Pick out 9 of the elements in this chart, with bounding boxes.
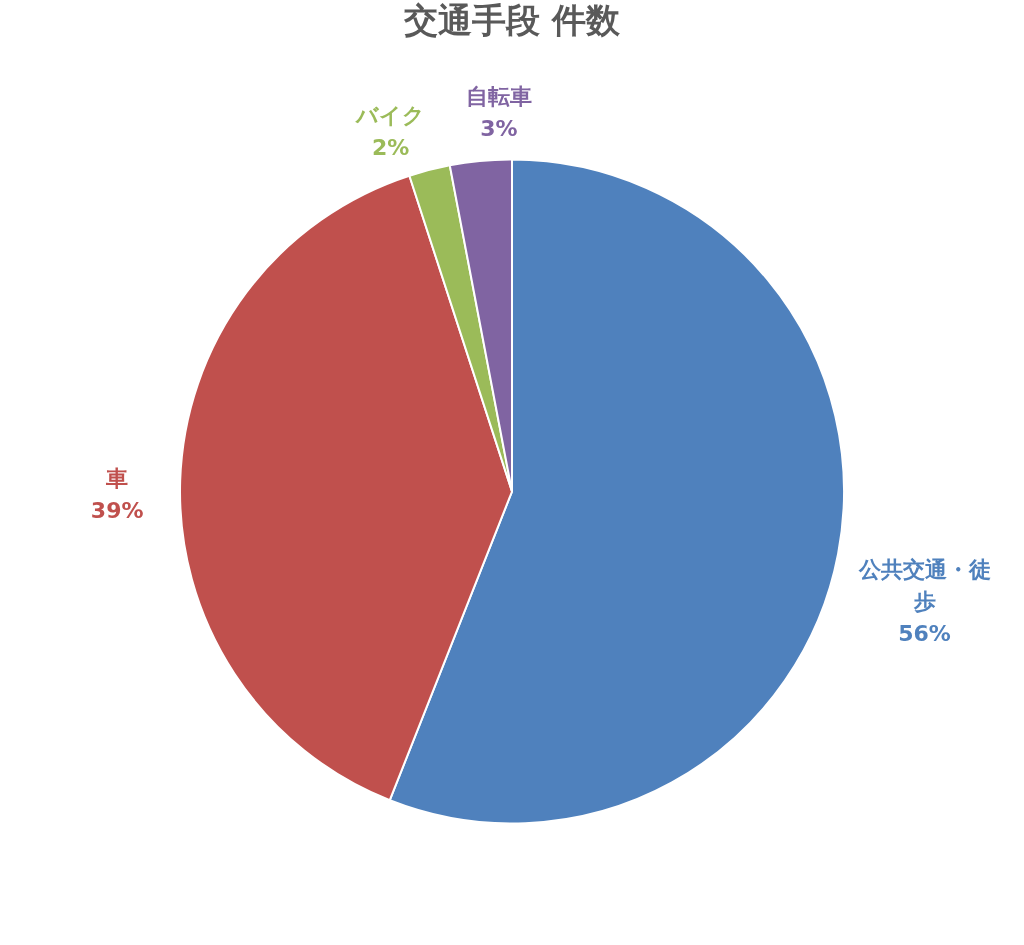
slice-label: 公共交通・徒歩: [857, 557, 991, 615]
chart-title: 交通手段 件数: [403, 0, 621, 40]
data-label: 39%: [90, 498, 144, 524]
slice-label: バイク: [354, 102, 426, 128]
data-label: 3%: [480, 115, 518, 141]
data-label: 56%: [898, 621, 951, 647]
data-label: 2%: [371, 134, 410, 160]
slice-label: 車: [105, 466, 129, 492]
slice-label: 自転車: [465, 83, 532, 109]
